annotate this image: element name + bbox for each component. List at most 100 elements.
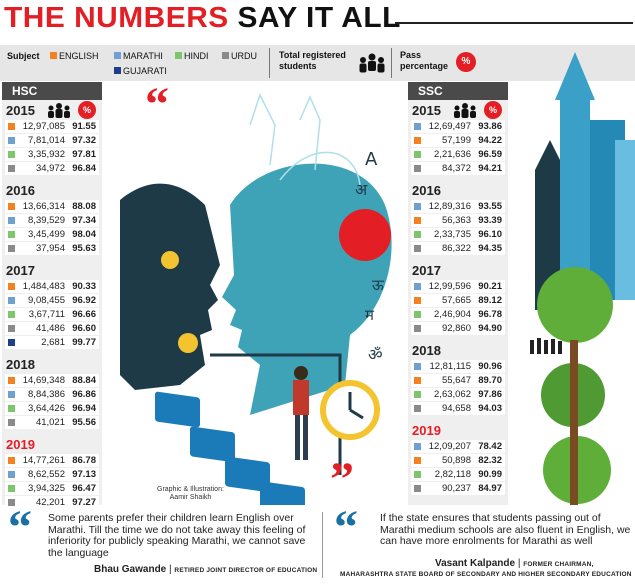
subject-swatch-marathi <box>8 297 15 304</box>
table-row: 14,69,348 88.84 <box>5 374 99 387</box>
table-row: 2,82,118 90.99 <box>411 468 505 481</box>
title-part-2: SAY IT ALL <box>237 2 401 34</box>
students-value: 3,35,932 <box>28 149 65 160</box>
legend-item-hindi: HINDI <box>175 51 209 61</box>
table-row: 12,89,316 93.55 <box>411 200 505 213</box>
pass-percentage-value: 84.97 <box>478 483 502 494</box>
pass-percentage-value: 86.78 <box>72 455 96 466</box>
table-row: 50,898 82.32 <box>411 454 505 467</box>
students-value: 3,64,426 <box>28 403 65 414</box>
legend-item-marathi: MARATHI <box>114 51 163 61</box>
students-value: 3,45,499 <box>28 229 65 240</box>
table-row: 2,681 99.77 <box>5 336 99 349</box>
pass-percentage-value: 93.39 <box>478 215 502 226</box>
subject-swatch-urdu <box>8 499 15 506</box>
students-value: 2,82,118 <box>434 469 471 480</box>
subject-swatch-hindi <box>414 231 421 238</box>
subject-swatch-marathi <box>8 471 15 478</box>
quotes-section: “ Some parents prefer their children lea… <box>0 501 635 584</box>
illustration-close-quote: ” <box>330 453 354 505</box>
pass-percentage-value: 94.35 <box>478 243 502 254</box>
people-icon <box>48 103 70 118</box>
pass-percentage-value: 88.84 <box>72 375 96 386</box>
subject-swatch-urdu <box>8 245 15 252</box>
students-value: 13,66,314 <box>22 201 65 212</box>
pass-percentage-value: 97.27 <box>72 497 96 508</box>
table-row: 2,33,735 96.10 <box>411 228 505 241</box>
students-value: 2,33,735 <box>434 229 471 240</box>
subject-swatch-english <box>8 123 15 130</box>
table-row: 3,64,426 96.94 <box>5 402 99 415</box>
ssc-header: SSC <box>408 82 508 100</box>
students-value: 37,954 <box>35 243 65 254</box>
subject-swatch-urdu <box>414 405 421 412</box>
subject-swatch-urdu <box>414 485 421 492</box>
title-part-1: THE NUMBERS <box>4 2 229 34</box>
year-label: 2019 <box>412 423 441 438</box>
pass-percentage-value: 96.94 <box>72 403 96 414</box>
table-row: 84,372 94.21 <box>411 162 505 175</box>
students-value: 42,201 <box>35 497 65 508</box>
students-value: 57,665 <box>441 295 471 306</box>
subject-swatch-hindi <box>8 311 15 318</box>
year-label: 2017 <box>6 263 35 278</box>
subject-swatch-english <box>414 377 421 384</box>
subject-swatch-english <box>414 457 421 464</box>
students-value: 9,08,455 <box>28 295 65 306</box>
subject-swatch-marathi <box>414 283 421 290</box>
quote-author-2: Vasant Kalpande | FORMER CHAIRMAN, <box>435 558 594 569</box>
table-row: 57,199 94.22 <box>411 134 505 147</box>
legend-total-label: Total registered students <box>279 50 346 71</box>
students-value: 2,681 <box>41 337 65 348</box>
pass-percentage-value: 90.96 <box>478 361 502 372</box>
legend-swatch-urdu <box>222 52 229 59</box>
subject-swatch-urdu <box>414 325 421 332</box>
subject-swatch-hindi <box>8 151 15 158</box>
quote-divider <box>322 512 323 578</box>
page-title: THE NUMBERS SAY IT ALL <box>4 2 401 35</box>
students-value: 14,69,348 <box>22 375 65 386</box>
pass-percentage-value: 96.84 <box>72 163 96 174</box>
percent-icon: % <box>456 52 476 72</box>
students-value: 12,09,207 <box>428 441 471 452</box>
subject-swatch-marathi <box>414 203 421 210</box>
pass-percentage-value: 82.32 <box>478 455 502 466</box>
pass-percentage-value: 96.92 <box>72 295 96 306</box>
table-row: 13,66,314 88.08 <box>5 200 99 213</box>
students-value: 2,21,636 <box>434 149 471 160</box>
subject-swatch-hindi <box>8 405 15 412</box>
subject-swatch-hindi <box>414 311 421 318</box>
glyph-hi: ऊ <box>372 276 384 294</box>
pass-percentage-value: 98.04 <box>72 229 96 240</box>
subject-swatch-marathi <box>414 363 421 370</box>
students-value: 8,62,552 <box>28 469 65 480</box>
illustration-open-quote: “ <box>145 85 169 131</box>
illustration: “ ” A अ ऊ म ॐ <box>120 85 392 505</box>
pass-percentage-value: 94.03 <box>478 403 502 414</box>
pass-percentage-value: 94.21 <box>478 163 502 174</box>
quote-mark-right: “ <box>334 501 358 554</box>
pass-percentage-value: 90.33 <box>72 281 96 292</box>
students-value: 3,67,711 <box>28 309 65 320</box>
legend-divider <box>269 48 270 78</box>
ssc-table: SSC 2015% 12,69,497 93.86 57,199 94.22 2,21,63… <box>408 82 508 505</box>
students-value: 41,486 <box>35 323 65 334</box>
students-value: 8,84,386 <box>28 389 65 400</box>
pass-percentage-value: 94.22 <box>478 135 502 146</box>
legend-bar: Subject ENGLISH MARATHI HINDI URDU GUJAR… <box>0 45 635 81</box>
subject-swatch-urdu <box>8 325 15 332</box>
hsc-table: HSC 2015% 12,97,085 91.55 7,81,014 97.32 3,35,… <box>2 82 102 509</box>
year-label: 2019 <box>6 437 35 452</box>
students-value: 8,39,529 <box>28 215 65 226</box>
table-row: 1,484,483 90.33 <box>5 280 99 293</box>
table-row: 8,84,386 96.86 <box>5 388 99 401</box>
students-value: 3,94,325 <box>28 483 65 494</box>
students-value: 1,484,483 <box>22 281 65 292</box>
percent-icon: % <box>484 101 502 119</box>
students-value: 12,97,085 <box>22 121 65 132</box>
pass-percentage-value: 89.12 <box>478 295 502 306</box>
percent-icon: % <box>78 101 96 119</box>
subject-swatch-gujarati <box>8 339 15 346</box>
legend-item-urdu: URDU <box>222 51 257 61</box>
students-value: 92,860 <box>441 323 471 334</box>
